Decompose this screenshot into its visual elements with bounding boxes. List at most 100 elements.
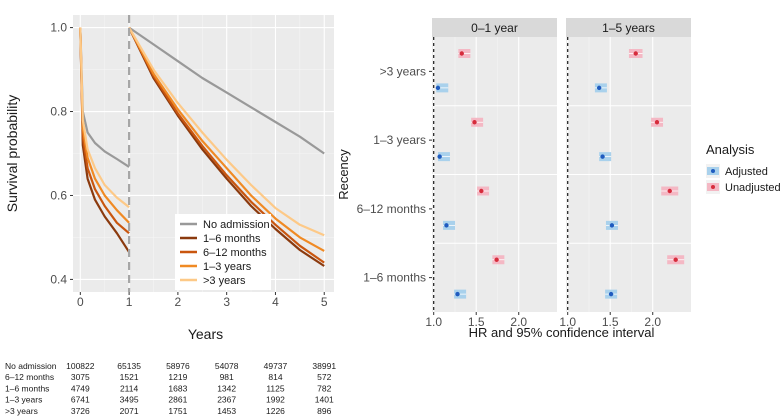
hr-point-adjusted-3-years xyxy=(596,85,602,91)
risk-table-cell: 1521 xyxy=(120,372,139,382)
x-tick-label: 1.5 xyxy=(602,315,619,329)
forest-y-axis-title: Recency xyxy=(336,149,351,200)
survival-curve-1-6-months xyxy=(79,27,131,253)
risk-table-cell: 2071 xyxy=(120,406,139,416)
risk-table-cell: 572 xyxy=(317,372,331,382)
survival-legend: No admission 1–6 months 6–12 months 1–3 yea… xyxy=(175,214,271,290)
legend-title: Analysis xyxy=(706,142,755,157)
x-tick-label: 2.0 xyxy=(644,315,661,329)
survival-curve-1-3-years xyxy=(128,27,325,252)
x-tick-label: 1.5 xyxy=(468,315,485,329)
survival-curve-3-years xyxy=(79,27,130,209)
legend-label-1-3-years: 1–3 years xyxy=(203,261,252,273)
risk-table-cell: 54078 xyxy=(215,361,239,371)
risk-table-cell: 58976 xyxy=(166,361,190,371)
risk-table-row-label: No admission xyxy=(5,361,57,371)
hr-point-unadjusted-1-3-years xyxy=(472,120,477,125)
risk-table-cell: 2367 xyxy=(217,395,236,405)
risk-table-row-label: 1–6 months xyxy=(5,383,49,393)
hr-point-adjusted-3-years xyxy=(435,85,441,91)
risk-table-cell: 2114 xyxy=(120,383,139,393)
risk-table-cell: 1342 xyxy=(217,383,236,393)
x-tick-label: 1.0 xyxy=(559,315,576,329)
facet-strip-label: 0–1 year xyxy=(471,21,518,35)
forest-x-axis-title: HR and 95% confidence interval xyxy=(469,325,655,340)
survival-curve-no-admission xyxy=(128,26,325,155)
hr-point-adjusted-6-12-months xyxy=(444,223,449,228)
category-label-1-3-years: 1–3 years xyxy=(373,133,426,147)
legend-label-no-admission: No admission xyxy=(203,219,270,231)
y-tick-label: 0.4 xyxy=(50,272,67,286)
risk-table-cell: 3726 xyxy=(71,406,90,416)
survival-curve-1-3-years xyxy=(79,27,130,224)
risk-table-row-label: 1–3 years xyxy=(5,395,42,405)
facet-1-5-years: 1–5 years 1.0 1.5 2.0 xyxy=(559,18,691,329)
legend-label-1-6-months: 1–6 months xyxy=(203,233,261,245)
hr-point-unadjusted-3-years xyxy=(459,51,464,56)
risk-table-row-label: 6–12 months xyxy=(5,372,54,382)
risk-table-cell: 1125 xyxy=(266,383,285,393)
legend-point-adjusted xyxy=(711,169,715,173)
y-axis-title: Survival probability xyxy=(4,95,20,213)
risk-table-cell: 38991 xyxy=(312,361,336,371)
facet-strip xyxy=(432,18,557,37)
x-tick-label: 3 xyxy=(223,295,230,309)
hr-point-adjusted-6-12-months xyxy=(609,223,615,228)
legend-label-unadjusted: Unadjusted xyxy=(725,182,781,194)
x-tick-label: 2 xyxy=(175,295,182,309)
legend-label-6-12-months: 6–12 months xyxy=(203,247,267,259)
category-label-3-years: >3 years xyxy=(380,64,426,78)
facet-strip xyxy=(566,18,691,37)
risk-table-cell: 1683 xyxy=(168,383,187,393)
x-tick-label: 4 xyxy=(272,295,279,309)
risk-table-cell: 4749 xyxy=(71,383,90,393)
y-tick-label: 1.0 xyxy=(50,21,67,35)
category-label-6-12-months: 6–12 months xyxy=(357,202,426,216)
survival-panel: 0 1 2 3 4 5 0.4 0.6 0.8 1.0 Survival probability Ye… xyxy=(4,15,336,416)
x-tick-label: 2.0 xyxy=(510,315,527,329)
risk-table-cell: 1453 xyxy=(217,406,236,416)
x-tick-label: 1.0 xyxy=(425,315,442,329)
y-tick-label: 0.8 xyxy=(50,105,67,119)
survival-curve-3-years xyxy=(128,27,325,237)
risk-table-cell: 981 xyxy=(220,372,234,382)
risk-table-cell: 100822 xyxy=(66,361,95,371)
risk-table-cell: 782 xyxy=(317,383,331,393)
survival-curve-1-6-months xyxy=(128,27,325,267)
hr-point-adjusted-1-6-months xyxy=(455,291,460,297)
risk-table-cell: 2861 xyxy=(168,395,187,405)
legend-point-unadjusted xyxy=(711,185,715,189)
risk-table: No admission 100822 65135 58976 54078 49737 38… xyxy=(5,361,336,416)
risk-table-cell: 6741 xyxy=(71,395,90,405)
facet-strip-label: 1–5 years xyxy=(602,21,655,35)
hr-point-unadjusted-3-years xyxy=(633,51,638,56)
y-tick-label: 0.6 xyxy=(50,188,67,202)
hr-point-unadjusted-6-12-months xyxy=(667,188,672,194)
risk-table-cell: 1219 xyxy=(168,372,187,382)
risk-table-cell: 1751 xyxy=(168,406,187,416)
x-tick-label: 0 xyxy=(77,295,84,309)
forest-legend: Analysis Adjusted Unadjusted xyxy=(706,142,781,194)
risk-table-cell: 49737 xyxy=(264,361,288,371)
category-label-1-6-months: 1–6 months xyxy=(363,271,426,285)
hr-point-adjusted-1-3-years xyxy=(437,154,442,159)
risk-table-cell: 3075 xyxy=(71,372,90,382)
risk-table-cell: 896 xyxy=(317,406,331,416)
forest-panel: 0–1 year 1.0 1.5 2.0 1–5 years 1.0 1.5 2.0 >3 ye… xyxy=(336,18,781,340)
survival-curve-6-12-months xyxy=(128,27,325,264)
x-tick-label: 1 xyxy=(126,295,133,309)
hr-point-unadjusted-1-3-years xyxy=(654,120,660,125)
legend-label-adjusted: Adjusted xyxy=(725,166,768,178)
survival-curve-6-12-months xyxy=(79,27,130,235)
risk-table-cell: 1401 xyxy=(315,395,334,405)
risk-table-cell: 65135 xyxy=(117,361,141,371)
risk-table-cell: 3495 xyxy=(120,395,139,405)
risk-table-cell: 1226 xyxy=(266,406,285,416)
legend-label-3-years: >3 years xyxy=(203,275,246,287)
hr-point-unadjusted-6-12-months xyxy=(479,188,484,194)
risk-table-cell: 814 xyxy=(268,372,282,382)
risk-table-row-label: >3 years xyxy=(5,406,38,416)
hr-point-unadjusted-1-6-months xyxy=(673,257,678,262)
hr-point-adjusted-1-6-months xyxy=(608,291,614,297)
